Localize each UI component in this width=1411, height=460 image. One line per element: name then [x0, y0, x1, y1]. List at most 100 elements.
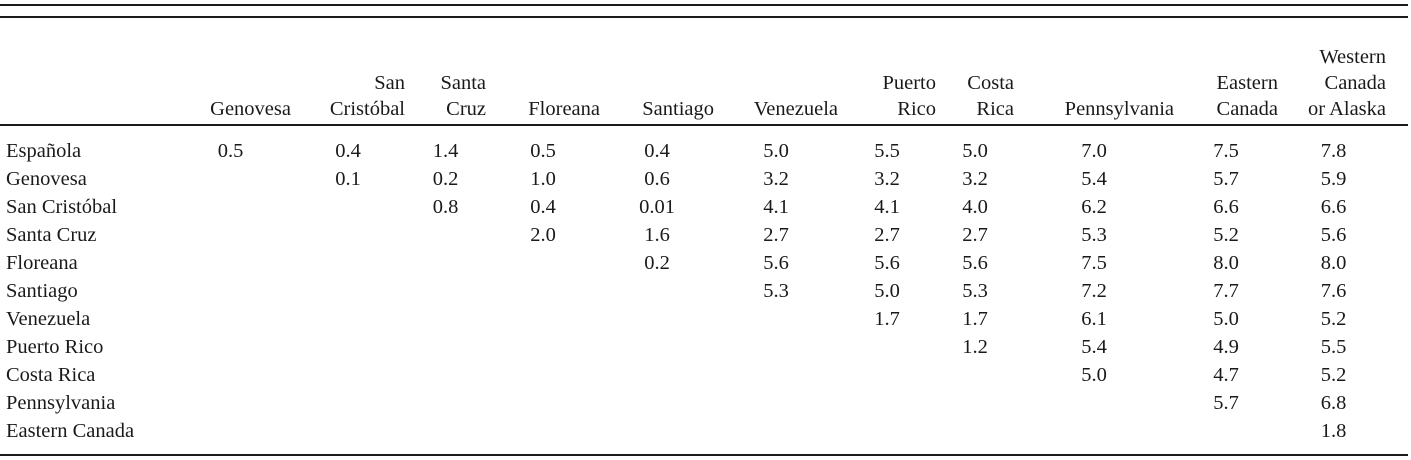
table-row: Floreana 0.2 5.6 5.6 5.6 7.5 8.0 8.0	[0, 249, 1389, 277]
table-cell	[936, 361, 1014, 389]
column-header: Venezuela	[714, 0, 838, 122]
table-cell: 5.6	[962, 252, 988, 274]
table-cell: 5.3	[962, 280, 988, 302]
bottom-rule	[0, 454, 1408, 456]
table-cell	[170, 305, 291, 333]
table-cell: 5.0	[763, 140, 789, 162]
column-header-line: or Alaska	[1308, 98, 1386, 120]
table-cell: 7.0	[1081, 140, 1107, 162]
row-label: Pennsylvania	[6, 392, 116, 414]
table-cell	[291, 249, 405, 277]
table-cell: 4.1	[763, 196, 789, 218]
column-header: Western Canada or Alaska	[1278, 0, 1389, 122]
table-cell: 5.3	[763, 280, 789, 302]
table-cell	[600, 361, 714, 389]
table-cell: 5.0	[962, 140, 988, 162]
table-cell	[291, 277, 405, 305]
table-cell: 5.6	[1320, 224, 1347, 246]
table-cell	[170, 361, 291, 389]
table-cell	[714, 417, 838, 445]
table-row: Pennsylvania 5.7 6.8	[0, 389, 1389, 417]
table-cell	[291, 361, 405, 389]
table-cell: 0.1	[335, 168, 361, 190]
column-header: Floreana	[486, 0, 600, 122]
column-header-line: Santiago	[642, 98, 714, 120]
table-cell	[170, 165, 291, 193]
table-cell: 3.2	[962, 168, 988, 190]
table-cell: 5.4	[1081, 336, 1107, 358]
column-header: Pennsylvania	[1014, 0, 1174, 122]
table-cell: 0.4	[530, 196, 556, 218]
table-cell	[838, 417, 936, 445]
table-row: Santiago 5.3 5.0 5.3 7.2 7.7 7.6	[0, 277, 1389, 305]
table-cell: 1.6	[644, 224, 670, 246]
table-cell: 4.7	[1213, 364, 1239, 386]
table-cell: 0.2	[432, 168, 459, 190]
table-cell: 5.7	[1213, 168, 1239, 190]
table-cell: 1.2	[962, 336, 988, 358]
row-label: Eastern Canada	[6, 420, 135, 442]
table-cell: 5.0	[1081, 364, 1107, 386]
row-label: Santa Cruz	[6, 224, 97, 246]
table-row: Venezuela 1.7 1.7 6.1 5.0 5.2	[0, 305, 1389, 333]
table-cell: 4.1	[874, 196, 900, 218]
table-cell	[714, 333, 838, 361]
table-cell	[405, 389, 486, 417]
table-cell	[600, 417, 714, 445]
table-cell	[838, 333, 936, 361]
table-cell	[714, 361, 838, 389]
table-cell	[405, 249, 486, 277]
table-cell: 7.7	[1213, 280, 1239, 302]
table-cell	[936, 389, 1014, 417]
table-cell: 6.8	[1320, 392, 1347, 414]
table-cell	[170, 249, 291, 277]
table-cell: 5.5	[874, 140, 900, 162]
table-row: Española 0.5 0.4 1.4 0.5 0.4 5.0 5.5 5.0 7.0 7.5 7.…	[0, 137, 1389, 165]
column-header-line: Canada	[1216, 98, 1278, 120]
table-cell: 0.4	[644, 140, 670, 162]
table-cell	[291, 417, 405, 445]
table-cell: 2.7	[962, 224, 988, 246]
table-cell: 1.8	[1320, 420, 1347, 442]
table-cell	[1014, 417, 1174, 445]
table-cell	[486, 417, 600, 445]
table-cell	[486, 277, 600, 305]
header-rule	[0, 124, 1408, 126]
table-cell	[486, 249, 600, 277]
table-cell: 0.2	[644, 252, 670, 274]
row-label: Costa Rica	[6, 364, 96, 386]
table-cell: 7.5	[1213, 140, 1239, 162]
column-header-line: Puerto	[882, 72, 936, 94]
table-cell: 2.0	[530, 224, 556, 246]
table-cell	[170, 221, 291, 249]
table-cell	[405, 277, 486, 305]
table-cell	[486, 305, 600, 333]
table-cell	[170, 277, 291, 305]
table-cell: 0.01	[639, 196, 675, 218]
column-header-line: Cruz	[446, 98, 486, 120]
column-header: Santiago	[600, 0, 714, 122]
table-cell: 5.0	[874, 280, 900, 302]
table-cell	[170, 333, 291, 361]
table-cell: 7.5	[1081, 252, 1107, 274]
table-cell: 0.5	[530, 140, 556, 162]
table-cell	[170, 193, 291, 221]
table-row: Genovesa 0.1 0.2 1.0 0.6 3.2 3.2 3.2 5.4 5.7 5.9	[0, 165, 1389, 193]
column-header-line: Genovesa	[210, 98, 291, 120]
column-header: Eastern Canada	[1174, 0, 1278, 122]
row-label: Genovesa	[6, 168, 87, 190]
top-rule-2	[0, 16, 1408, 18]
table-row: Eastern Canada 1.8	[0, 417, 1389, 445]
table-cell	[600, 277, 714, 305]
table-cell: 7.8	[1320, 140, 1347, 162]
table-cell: 5.3	[1081, 224, 1107, 246]
row-label: Santiago	[6, 280, 78, 302]
column-header-line: Pennsylvania	[1064, 98, 1174, 120]
table-cell: 8.0	[1213, 252, 1239, 274]
column-header: San Cristóbal	[291, 0, 405, 122]
header-corner-cell	[0, 0, 170, 122]
table-cell: 3.2	[874, 168, 900, 190]
table-cell	[291, 333, 405, 361]
table-cell: 4.9	[1213, 336, 1239, 358]
table-cell: 6.6	[1213, 196, 1239, 218]
